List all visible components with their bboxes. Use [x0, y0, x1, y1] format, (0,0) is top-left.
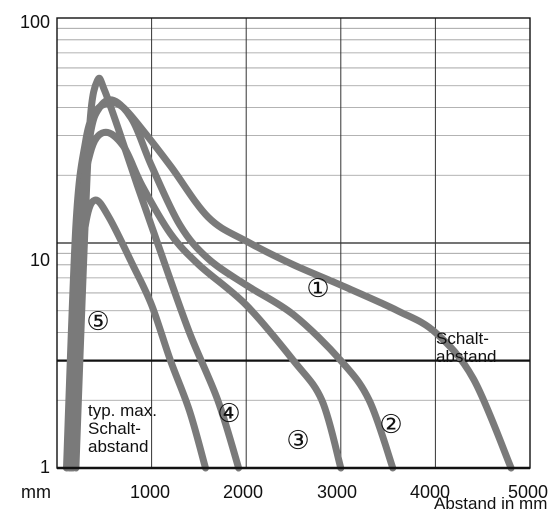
series-3-curve — [67, 128, 345, 472]
series-3-marker: ③ — [286, 426, 309, 456]
y-tick-label: 10 — [30, 250, 50, 270]
series-2-marker: ② — [379, 410, 402, 440]
x-tick-label: mm — [21, 482, 51, 502]
typical-max-switching-distance-label: typ. max. Schalt-abstand — [88, 401, 157, 456]
series-5-curve — [65, 196, 209, 472]
x-tick-label: 4000 — [410, 482, 450, 502]
series-1-curve — [63, 99, 515, 472]
curves — [63, 74, 515, 472]
x-tick-label: 2000 — [223, 482, 263, 502]
series-5-marker: ⑤ — [86, 307, 109, 337]
labels: Abstand in mm Schalt-abstand typ. max. Sch… — [86, 274, 547, 513]
x-tick-label: 3000 — [317, 482, 357, 502]
reference-line-label: Schalt-abstand — [436, 329, 497, 366]
series-1-marker: ① — [306, 274, 329, 304]
tick-labels: mm 1000 2000 3000 4000 5000 1 10 100 — [20, 12, 548, 502]
series-4-marker: ④ — [217, 399, 240, 429]
x-tick-label: 1000 — [130, 482, 170, 502]
x-tick-label: 5000 — [508, 482, 548, 502]
y-tick-label: 1 — [40, 457, 50, 477]
plot-frame — [56, 17, 531, 470]
x-axis-label: Abstand in mm — [434, 494, 547, 513]
y-tick-label: 100 — [20, 12, 50, 32]
